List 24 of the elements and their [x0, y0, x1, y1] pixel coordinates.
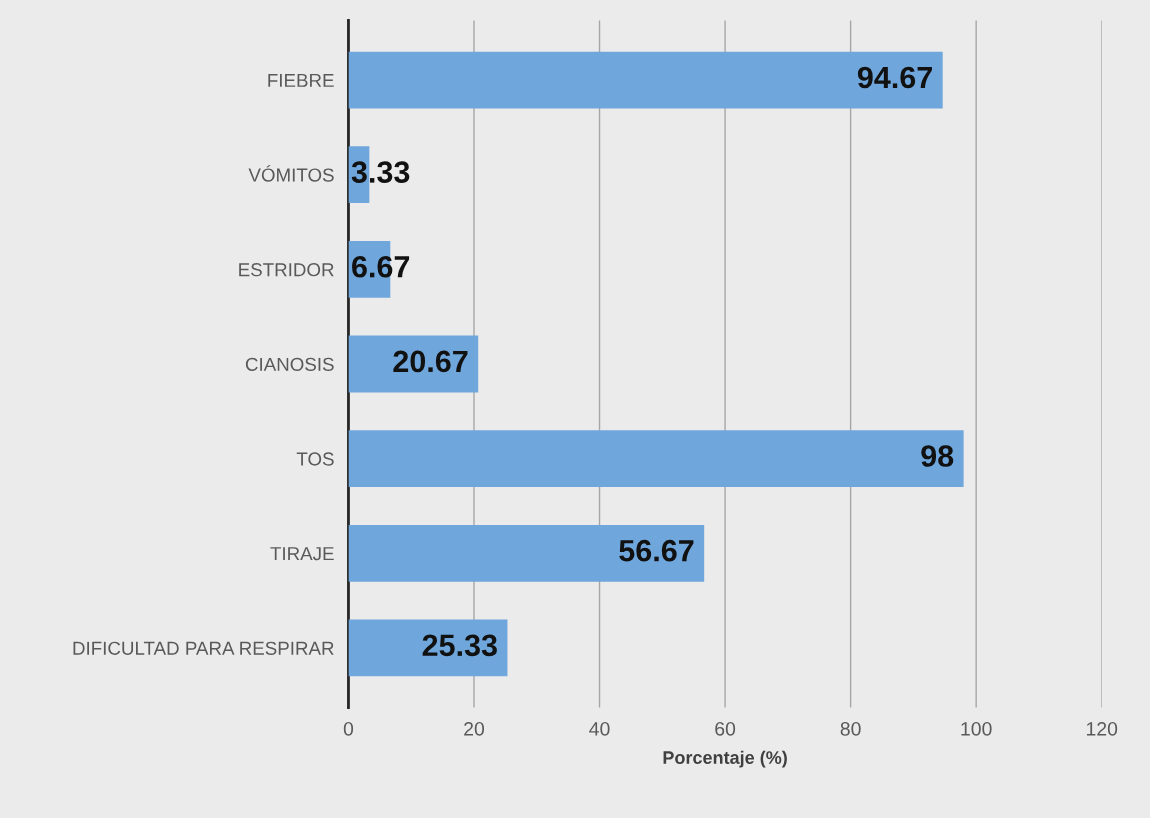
- x-tick-label: 40: [589, 721, 610, 736]
- bar: [348, 524, 705, 582]
- data-label: 56.67: [619, 539, 694, 562]
- bar: [348, 430, 964, 488]
- y-tick-label: CIANOSIS: [245, 357, 334, 371]
- data-label: 25.33: [422, 634, 497, 657]
- x-tick-label: 20: [464, 721, 485, 736]
- y-tick-label: ESTRIDOR: [239, 263, 334, 277]
- y-tick-label: DIFICULTAD PARA RESPIRAR: [73, 641, 334, 655]
- x-tick-label: 0: [343, 721, 354, 736]
- bar: [348, 619, 508, 677]
- y-tick-label: TOS: [296, 452, 334, 466]
- bar: [348, 51, 943, 109]
- x-axis-title: Porcentaje (%): [663, 750, 787, 768]
- y-tick-label: FIEBRE: [268, 73, 334, 87]
- data-label: 94.67: [857, 66, 932, 89]
- data-label: 98: [921, 445, 954, 467]
- x-tick-label: 100: [961, 721, 992, 736]
- data-label: 20.67: [393, 350, 468, 373]
- y-tick-label: TIRAJE: [270, 547, 334, 561]
- y-tick-label: VÓMITOS: [248, 165, 334, 182]
- x-tick-label: 80: [840, 721, 861, 736]
- x-tick-label: 120: [1086, 721, 1118, 736]
- x-tick-label: 60: [715, 721, 736, 736]
